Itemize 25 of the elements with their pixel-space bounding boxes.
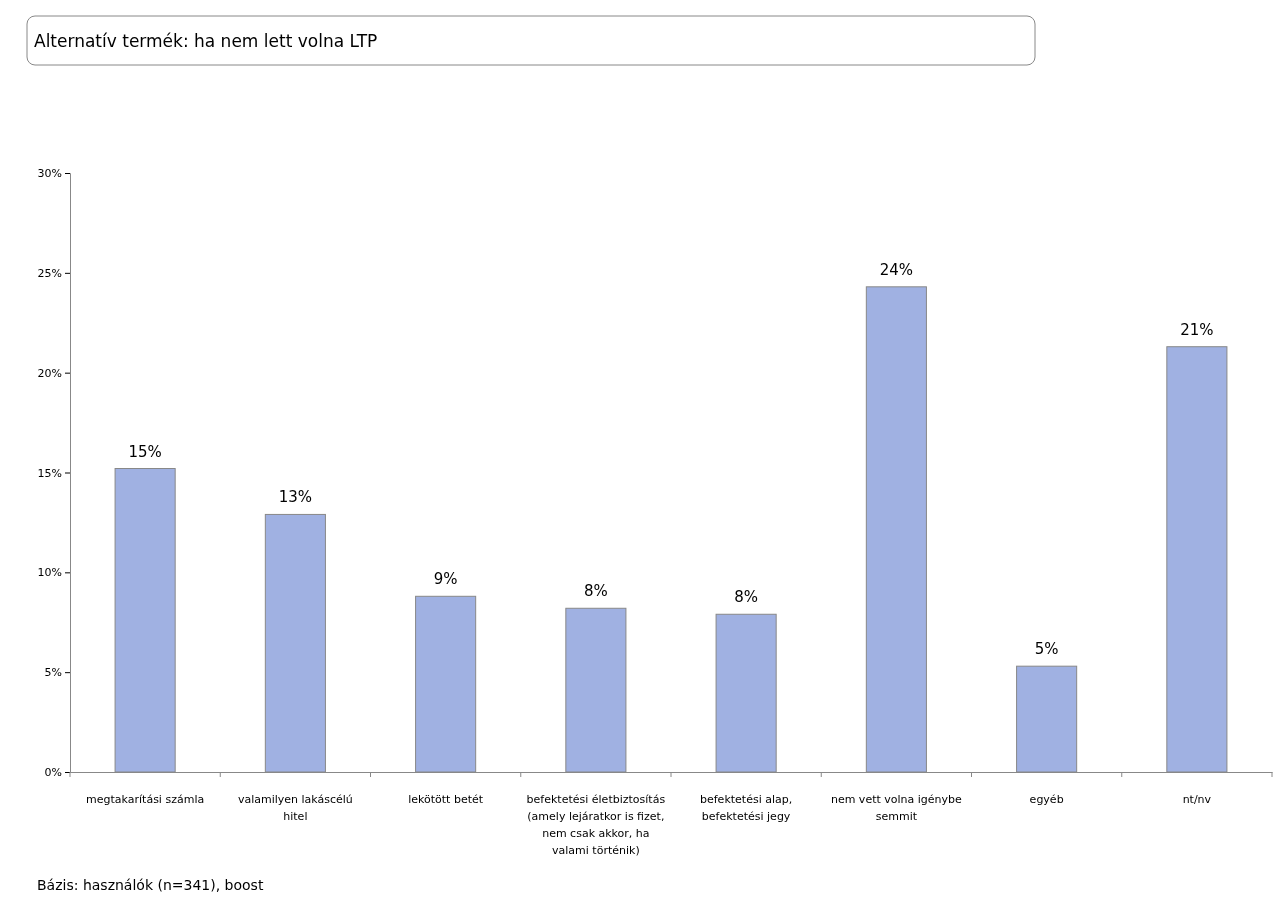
- y-tick-label: 15%: [37, 466, 62, 480]
- chart-title: Alternatív termék: ha nem lett volna LTP: [34, 31, 378, 51]
- x-tick-label: nem vett volna igénybe semmit: [830, 793, 963, 823]
- y-tick-label: 20%: [37, 366, 62, 380]
- x-tick-label: egyéb: [1029, 793, 1064, 806]
- x-tick-label: nt/nv: [1182, 793, 1212, 806]
- x-tick-label: megtakarítási számla: [86, 793, 205, 806]
- x-tick-label: befektetési alap, befektetési jegy: [700, 793, 793, 823]
- data-label: 9%: [433, 570, 458, 589]
- data-label: 8%: [734, 588, 759, 607]
- data-label: 8%: [583, 582, 608, 601]
- y-tick-label: 0%: [44, 766, 62, 780]
- y-tick-label: 30%: [37, 167, 62, 181]
- data-label: 24%: [879, 260, 914, 279]
- data-label: 15%: [128, 442, 162, 461]
- y-tick-label: 5%: [44, 666, 62, 680]
- text: Bázis: használók (n=341), boost: [37, 877, 264, 893]
- data-label: 13%: [278, 488, 313, 507]
- y-tick-label: 25%: [37, 266, 62, 280]
- y-tick-label: 10%: [37, 566, 62, 580]
- data-label: 5%: [1034, 640, 1059, 659]
- data-label: 21%: [1180, 320, 1214, 339]
- x-tick-label: valamilyen lakáscélú hitel: [237, 793, 353, 823]
- x-tick-label: befektetési életbiztosítás (amely lejáratkor is fizet, nem csak akkor, ha valami történik): [526, 793, 666, 857]
- x-tick-label: lekötött betét: [408, 793, 484, 806]
